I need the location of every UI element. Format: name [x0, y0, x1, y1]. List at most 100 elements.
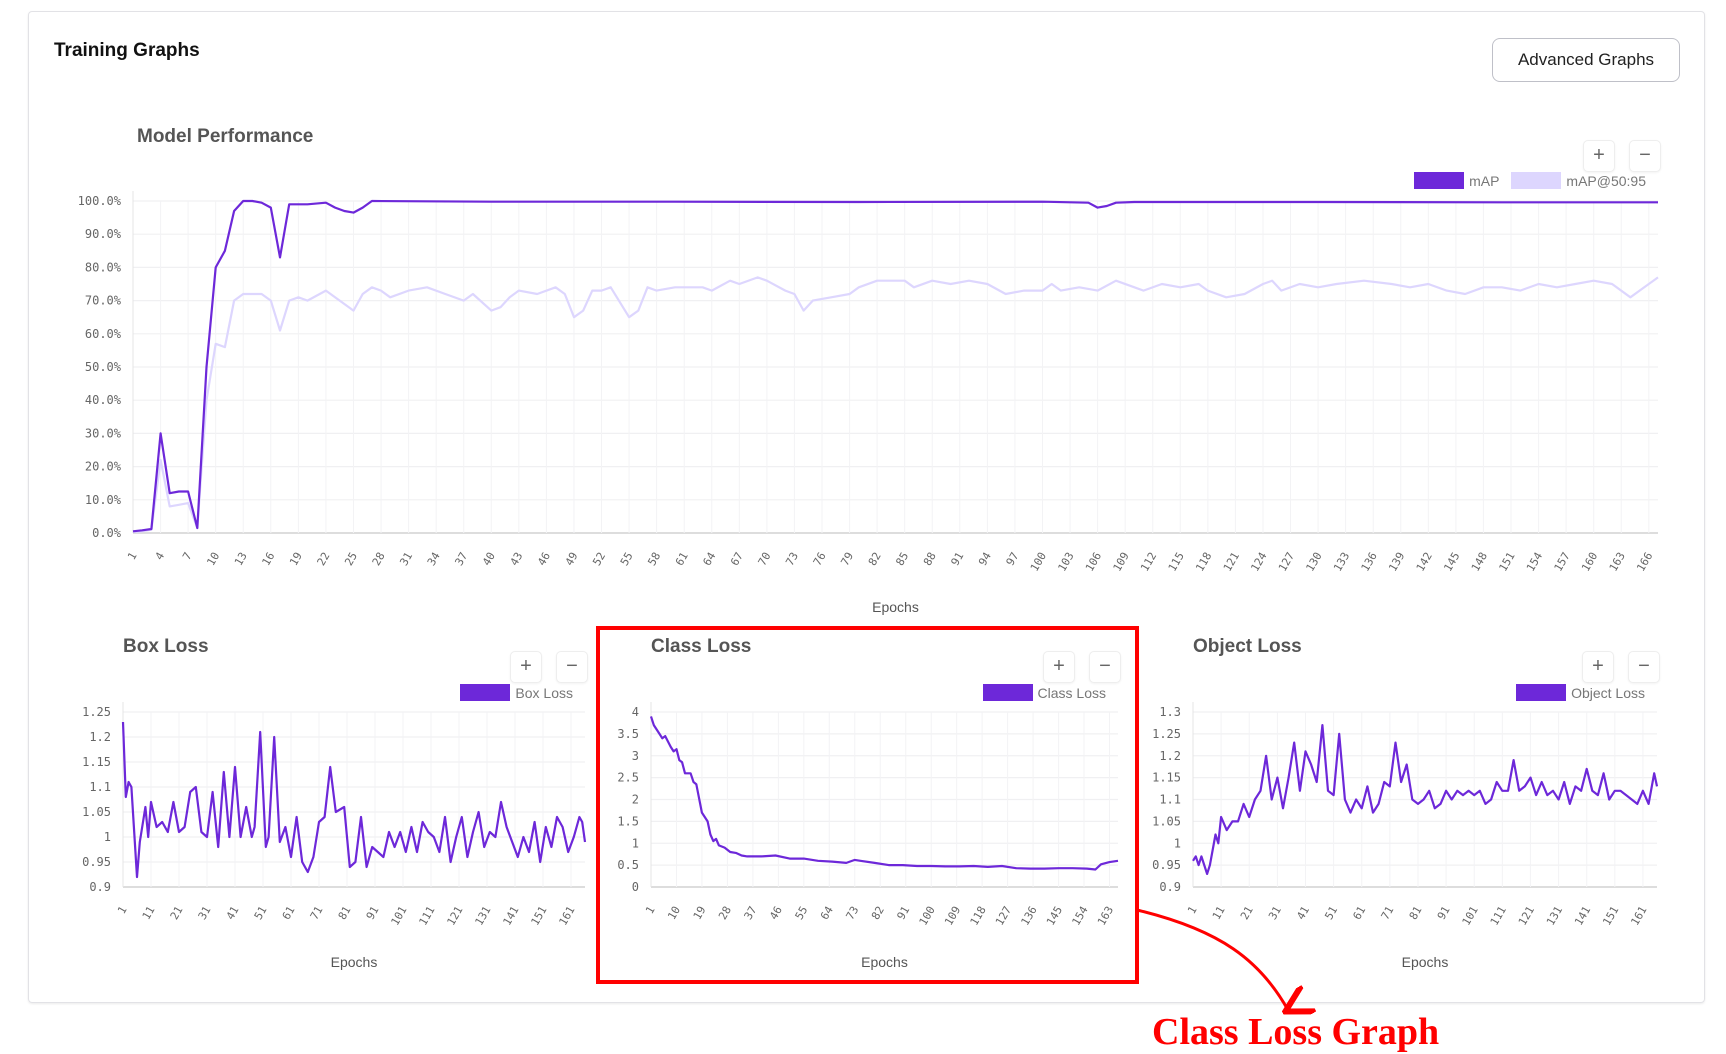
model-performance-legend: mAP mAP@50:95: [1414, 172, 1646, 189]
legend-swatch: [1414, 172, 1465, 189]
annotation-arrow: [1136, 908, 1288, 1010]
x-tick-label: 81: [336, 904, 354, 922]
y-tick-label: 60.0%: [85, 327, 122, 341]
x-tick-label: 151: [528, 904, 549, 928]
x-tick-label: 61: [1350, 904, 1368, 922]
x-tick-label: 121: [1516, 904, 1537, 928]
legend-swatch: [460, 684, 511, 701]
x-tick-label: 73: [843, 904, 861, 922]
y-tick-label: 1: [104, 830, 111, 844]
x-tick-label: 91: [1435, 904, 1453, 922]
x-tick-label: 51: [252, 904, 270, 922]
box-loss-title: Box Loss: [123, 636, 209, 657]
legend-label: Class Loss: [1037, 684, 1106, 701]
x-tick-label: 43: [508, 550, 526, 568]
model-performance-chart: 0.0% 10.0% 20.0% 30.0% 40.0% 50.0% 60.0% 70.0% 8…: [78, 191, 1659, 615]
x-tick-label: 166: [1634, 550, 1655, 574]
x-tick-label: 91: [894, 904, 912, 922]
y-tick-label: 0.9: [89, 880, 111, 894]
x-tick-label: 64: [818, 904, 836, 922]
y-tick-label: 1.25: [1152, 727, 1181, 741]
y-tick-label: 1: [632, 836, 639, 850]
x-tick-label: 141: [500, 904, 521, 928]
x-tick-label: 51: [1322, 904, 1340, 922]
x-tick-label: 64: [700, 550, 718, 568]
zoom-out-button[interactable]: −: [1089, 651, 1121, 683]
zoom-in-button[interactable]: +: [1043, 651, 1075, 683]
object-loss-title: Object Loss: [1193, 636, 1302, 657]
series-line-object-loss: [1192, 724, 1659, 875]
y-tick-label: 1.15: [82, 755, 111, 769]
x-tick-label: 28: [716, 904, 734, 922]
x-tick-label: 161: [1628, 904, 1649, 928]
zoom-out-button[interactable]: −: [1628, 651, 1660, 683]
x-tick-label: 16: [260, 550, 278, 568]
x-tick-label: 136: [1359, 550, 1380, 574]
y-tick-label: 0.5: [617, 858, 639, 872]
y-tick-label: 80.0%: [85, 260, 122, 274]
y-tick-label: 0.95: [1152, 858, 1181, 872]
x-tick-label: 22: [315, 550, 333, 568]
x-tick-label: 10: [665, 904, 683, 922]
y-tick-label: 100.0%: [78, 194, 122, 208]
x-tick-label: 101: [1460, 904, 1481, 928]
zoom-in-button[interactable]: +: [1583, 140, 1615, 172]
x-tick-label: 31: [1266, 904, 1284, 922]
y-tick-label: 1.25: [82, 705, 111, 719]
x-tick-label: 21: [168, 904, 186, 922]
x-tick-label: 10: [204, 550, 222, 568]
y-tick-label: 3.5: [617, 727, 639, 741]
x-tick-label: 46: [767, 904, 785, 922]
x-tick-label: 115: [1166, 550, 1187, 574]
x-tick-label: 139: [1386, 550, 1407, 574]
zoom-out-button[interactable]: −: [556, 651, 588, 683]
x-tick-label: 121: [444, 904, 465, 928]
y-tick-label: 2: [632, 793, 639, 807]
x-tick-label: 1: [115, 904, 130, 916]
x-tick-label: 82: [866, 550, 884, 568]
x-tick-label: 118: [1193, 550, 1214, 574]
x-tick-label: 100: [1028, 550, 1049, 574]
x-tick-label: 101: [388, 904, 409, 928]
x-tick-label: 19: [691, 904, 709, 922]
x-tick-label: 145: [1441, 550, 1462, 574]
x-tick-label: 49: [563, 550, 581, 568]
x-tick-label: 154: [1524, 550, 1545, 574]
x-axis-label: Epochs: [872, 599, 919, 615]
x-axis-label: Epochs: [331, 954, 378, 970]
zoom-in-button[interactable]: +: [510, 651, 542, 683]
x-tick-label: 7: [180, 550, 195, 562]
zoom-in-button[interactable]: +: [1582, 651, 1614, 683]
zoom-out-button[interactable]: −: [1629, 140, 1661, 172]
x-tick-label: 141: [1572, 904, 1593, 928]
x-tick-label: 40: [480, 550, 498, 568]
y-tick-label: 50.0%: [85, 360, 122, 374]
y-tick-label: 1.2: [89, 730, 111, 744]
x-tick-label: 41: [224, 904, 242, 922]
x-tick-label: 71: [308, 904, 326, 922]
series-line-box-loss: [121, 721, 587, 879]
x-tick-label: 97: [1004, 550, 1022, 568]
x-tick-label: 81: [1407, 904, 1425, 922]
series-line-class-loss: [649, 716, 1119, 871]
y-tick-label: 1.05: [1152, 814, 1181, 828]
x-tick-label: 163: [1607, 550, 1628, 574]
x-tick-label: 28: [370, 550, 388, 568]
y-tick-label: 1.05: [82, 805, 111, 819]
y-tick-label: 40.0%: [85, 393, 122, 407]
x-tick-label: 151: [1600, 904, 1621, 928]
x-tick-label: 160: [1579, 550, 1600, 574]
y-tick-label: 2.5: [617, 771, 639, 785]
x-tick-label: 121: [1221, 550, 1242, 574]
x-tick-label: 91: [949, 550, 967, 568]
x-tick-label: 111: [1488, 904, 1509, 928]
x-tick-label: 76: [811, 550, 829, 568]
y-tick-label: 0.9: [1159, 880, 1181, 894]
advanced-graphs-button[interactable]: Advanced Graphs: [1492, 38, 1680, 82]
x-tick-label: 61: [280, 904, 298, 922]
x-axis-label: Epochs: [1402, 954, 1449, 970]
x-tick-label: 131: [472, 904, 493, 928]
y-tick-label: 90.0%: [85, 227, 122, 241]
